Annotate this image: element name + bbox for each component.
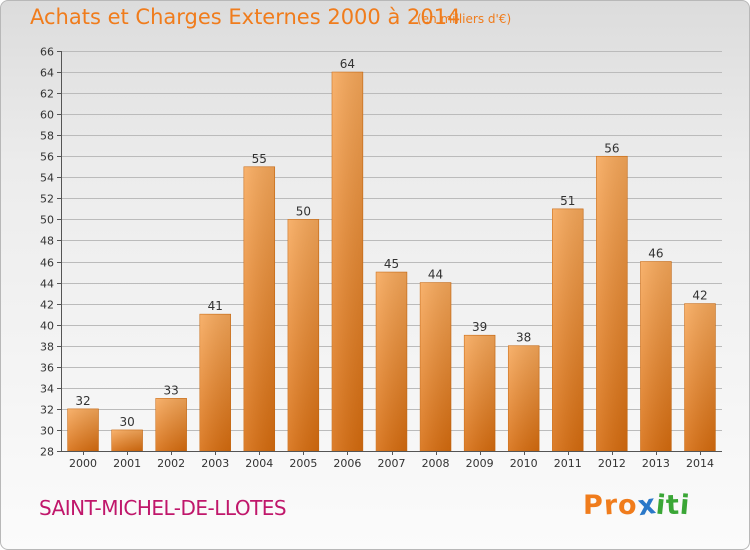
x-tick-label: 2003 — [201, 457, 229, 470]
bar-shade — [596, 156, 628, 451]
y-tick-label: 44 — [40, 278, 54, 291]
bar-shade — [464, 335, 496, 451]
y-tick-label: 66 — [40, 46, 54, 59]
bar-value-label: 41 — [208, 299, 223, 313]
bar-value-label: 44 — [428, 268, 443, 282]
x-tick-label: 2007 — [378, 457, 406, 470]
y-tick-label: 40 — [40, 320, 54, 333]
bar-value-label: 64 — [340, 57, 355, 71]
chart-subtitle: (en milliers d'€) — [417, 12, 512, 26]
y-tick-label: 36 — [40, 362, 54, 375]
bar-shade — [243, 166, 275, 451]
x-tick-label: 2005 — [289, 457, 317, 470]
bar-value-label: 46 — [648, 247, 663, 261]
y-tick-label: 60 — [40, 109, 54, 122]
bar-value-label: 39 — [472, 320, 487, 334]
x-tick-label: 2004 — [245, 457, 273, 470]
x-tick-label: 2008 — [422, 457, 450, 470]
bar-value-label: 50 — [296, 204, 311, 218]
bar-value-label: 51 — [560, 194, 575, 208]
bar-shade — [684, 303, 716, 451]
y-tick-label: 56 — [40, 151, 54, 164]
y-tick-label: 52 — [40, 193, 54, 206]
bar-shade — [287, 219, 319, 451]
y-tick-label: 30 — [40, 425, 54, 438]
x-tick-label: 2009 — [466, 457, 494, 470]
x-tick-label: 2006 — [333, 457, 361, 470]
y-tick-label: 62 — [40, 88, 54, 101]
y-tick-label: 32 — [40, 404, 54, 417]
y-tick-label: 64 — [40, 67, 54, 80]
y-tick-label: 38 — [40, 341, 54, 354]
logo-letter: P — [583, 490, 604, 521]
x-tick-label: 2001 — [113, 457, 141, 470]
bar-value-label: 30 — [119, 415, 134, 429]
y-tick-label: 42 — [40, 299, 54, 312]
x-tick-label: 2010 — [510, 457, 538, 470]
bar-shade — [332, 72, 363, 451]
x-tick-label: 2012 — [598, 457, 626, 470]
y-tick-label: 34 — [40, 383, 54, 396]
logo-letter: i — [678, 489, 692, 522]
y-tick-label: 28 — [40, 446, 54, 459]
x-tick-label: 2000 — [69, 457, 97, 470]
chart-title: Achats et Charges Externes 2000 à 2014 — [30, 5, 461, 29]
x-tick-label: 2013 — [642, 457, 670, 470]
y-tick-label: 54 — [40, 172, 54, 185]
y-tick-label: 48 — [40, 235, 54, 248]
bar-shade — [111, 429, 143, 451]
bar-shade — [552, 208, 584, 451]
y-tick-label: 46 — [40, 257, 54, 270]
bar-value-label: 56 — [604, 141, 619, 155]
bar-shade — [508, 345, 540, 451]
proxiti-logo: Proxiti — [583, 489, 692, 522]
x-tick-label: 2011 — [554, 457, 582, 470]
bar-shade — [199, 314, 231, 451]
bar-value-label: 32 — [75, 394, 90, 408]
bar-value-label: 33 — [164, 383, 179, 397]
commune-name: SAINT-MICHEL-DE-LLOTES — [39, 496, 287, 520]
x-tick-label: 2014 — [686, 457, 714, 470]
bar-value-label: 38 — [516, 331, 531, 345]
bar-value-label: 55 — [252, 152, 267, 166]
bar-shade — [155, 398, 187, 451]
x-tick-label: 2002 — [157, 457, 185, 470]
bar-value-label: 45 — [384, 257, 399, 271]
bar-shade — [420, 282, 451, 451]
y-tick-label: 50 — [40, 214, 54, 227]
bar-shade — [67, 408, 99, 451]
bar-shade — [376, 272, 407, 451]
y-tick-label: 58 — [40, 130, 54, 143]
logo-letter: o — [617, 489, 639, 522]
bar-shade — [640, 261, 672, 451]
bar-value-label: 42 — [692, 289, 707, 303]
